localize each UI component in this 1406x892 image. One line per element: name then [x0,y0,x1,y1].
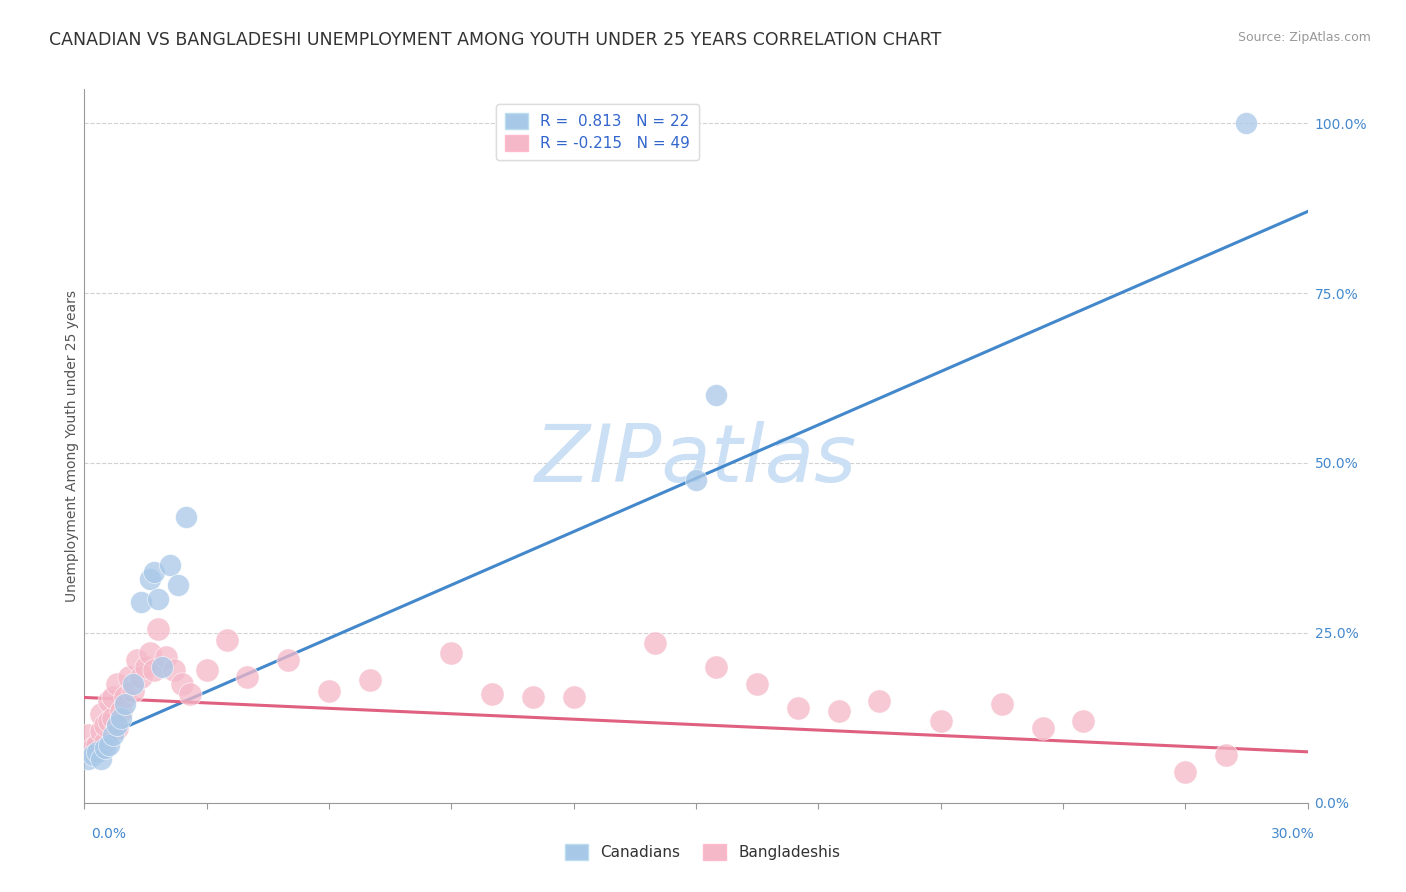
Point [90,724,112,739]
Point [747,677,769,691]
Point [869,694,891,708]
Point [991,698,1014,712]
Point [1236,116,1258,130]
Text: 0.0%: 0.0% [91,827,127,841]
Point [1032,721,1054,735]
Text: Source: ZipAtlas.com: Source: ZipAtlas.com [1237,31,1371,45]
Point [142,663,165,677]
Point [138,572,160,586]
Point [163,663,186,677]
Point [90,751,112,765]
Point [118,670,141,684]
Point [150,660,173,674]
Text: CANADIAN VS BANGLADESHI UNEMPLOYMENT AMONG YOUTH UNDER 25 YEARS CORRELATION CHAR: CANADIAN VS BANGLADESHI UNEMPLOYMENT AMO… [49,31,942,49]
Point [82,748,104,763]
Point [146,623,169,637]
Point [167,578,190,592]
Point [97,738,120,752]
Point [1073,714,1095,729]
Point [105,677,128,691]
Point [77,751,100,765]
Point [101,711,124,725]
Point [127,653,149,667]
Point [131,670,153,684]
Point [77,728,100,742]
Point [172,677,194,691]
Point [142,565,165,579]
Point [110,711,132,725]
Point [114,690,136,705]
Point [481,687,503,701]
Point [122,683,145,698]
Point [562,690,585,705]
Point [1174,765,1197,780]
Point [236,670,259,684]
Point [97,714,120,729]
Legend: R =  0.813   N = 22, R = -0.215   N = 49: R = 0.813 N = 22, R = -0.215 N = 49 [496,104,699,161]
Point [138,646,160,660]
Point [787,700,810,714]
Point [440,646,463,660]
Point [101,728,124,742]
Y-axis label: Unemployment Among Youth under 25 years: Unemployment Among Youth under 25 years [65,290,79,602]
Point [685,473,707,487]
Point [101,690,124,705]
Point [131,595,153,609]
Point [155,649,177,664]
Point [97,694,120,708]
Point [217,632,239,647]
Point [195,663,218,677]
Point [93,734,117,748]
Text: ZIPatlas: ZIPatlas [534,421,858,500]
Text: 30.0%: 30.0% [1271,827,1315,841]
Point [122,677,145,691]
Point [644,636,666,650]
Point [114,698,136,712]
Point [159,558,181,572]
Point [522,690,544,705]
Point [318,683,340,698]
Point [105,721,128,735]
Point [277,653,299,667]
Point [90,707,112,722]
Point [706,660,728,674]
Point [86,745,108,759]
Point [82,741,104,756]
Point [176,510,198,524]
Legend: Canadians, Bangladeshis: Canadians, Bangladeshis [560,838,846,866]
Point [86,738,108,752]
Point [929,714,952,729]
Point [828,704,851,718]
Point [105,717,128,731]
Point [1215,748,1237,763]
Point [706,388,728,402]
Point [110,704,132,718]
Point [359,673,381,688]
Point [146,591,169,606]
Point [93,717,117,731]
Point [179,687,201,701]
Point [93,741,117,756]
Point [135,660,157,674]
